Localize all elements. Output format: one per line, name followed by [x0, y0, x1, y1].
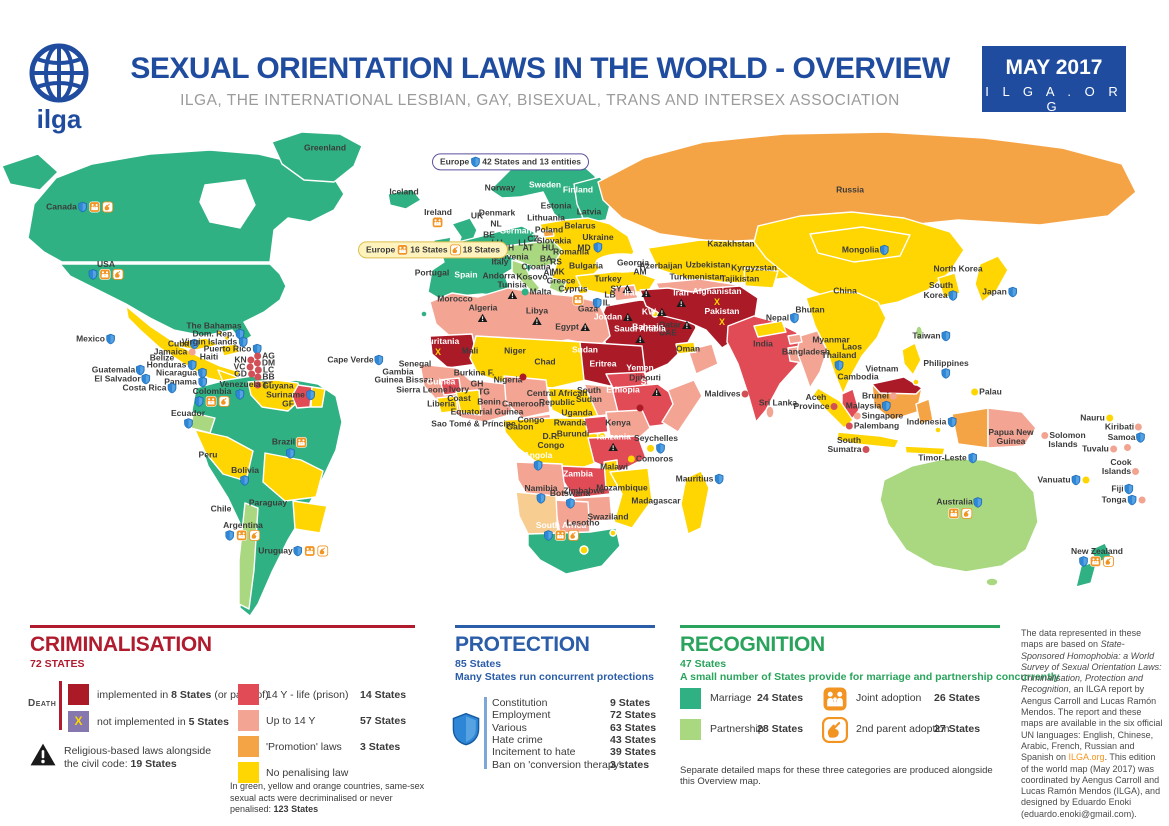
protection-title: PROTECTION [455, 633, 590, 656]
protection-item: Ban on 'conversion therapy' 3 states [492, 758, 650, 771]
criminalisation-title: CRIMINALISATION [30, 633, 212, 656]
protection-item: Employment 72 States [492, 709, 657, 722]
criminalisation-item-value: 57 States [360, 715, 407, 727]
protection-item: Constitution 9 States [492, 697, 651, 709]
recognition-rule [680, 625, 1000, 628]
criminalisation-note: In green, yellow and orange countries, s… [230, 781, 425, 814]
logo-wordmark: ilga [36, 104, 82, 134]
recognition-item-value: 24 States [757, 692, 804, 704]
swatch-salmon [238, 710, 259, 731]
globe-icon [28, 43, 90, 108]
recognition-item-label: Marriage [710, 692, 752, 704]
criminalisation-item-value: 3 States [360, 741, 401, 753]
protection-item: Incitement to hate 39 States [492, 746, 657, 759]
protection-rule [455, 625, 655, 628]
criminalisation-item-value: 14 States [360, 689, 407, 701]
criminalisation-rule [30, 625, 415, 628]
region-north-america [1, 131, 422, 407]
badge-url: I L G A . O R G [985, 84, 1123, 114]
protection-shield-icon [452, 712, 480, 746]
religious-note: Religious-based laws alongside the civil… [64, 745, 212, 770]
second-parent-adoption-icon [822, 717, 848, 743]
date-badge: MAY 2017 I L G A . O R G [982, 46, 1126, 114]
religious-warning-icon [30, 743, 56, 766]
protection-subtitle: Many States run concurrent protections [455, 671, 654, 683]
region-asia [726, 211, 1037, 456]
recognition-item-value: 26 States [934, 692, 981, 704]
swatch-yellow [238, 762, 259, 783]
recognition-item-value: 28 States [757, 723, 804, 735]
recognition-subtitle: A small number of States provide for mar… [680, 671, 1060, 683]
swatch-death-not-implemented: X [68, 711, 89, 732]
recognition-title: RECOGNITION [680, 633, 825, 656]
criminalisation-item-label: 14 Y - life (prison) [266, 689, 349, 701]
criminalisation-item-label: No penalising law [266, 767, 349, 779]
death-line [59, 681, 62, 730]
protection-item: Various 63 States [492, 721, 657, 734]
criminalisation-item-label: 'Promotion' laws [266, 741, 342, 753]
swatch-green [680, 688, 701, 709]
protection-states: 85 States [455, 658, 502, 670]
death-label: Death [28, 698, 57, 709]
joint-adoption-icon [822, 686, 848, 712]
swatch-red [238, 684, 259, 705]
ilga-logo: ilga [24, 42, 94, 134]
criminalisation-item-label: Up to 14 Y [266, 715, 316, 727]
recognition-note: Separate detailed maps for these three c… [680, 765, 993, 787]
recognition-item-label: 2nd parent adoption [856, 723, 950, 735]
swatch-orange [238, 736, 259, 757]
swatch-death-implemented [68, 684, 89, 705]
page-subtitle: ILGA, THE INTERNATIONAL LESBIAN, GAY, BI… [180, 92, 900, 109]
recognition-item-label: Joint adoption [856, 692, 922, 704]
recognition-states: 47 States [680, 658, 727, 670]
badge-date: MAY 2017 [1005, 56, 1103, 79]
world-map [0, 130, 1169, 626]
region-south-america [190, 375, 343, 617]
world-map-shapes [1, 131, 1137, 617]
credits-text: The data represented in these maps are b… [1021, 628, 1163, 819]
recognition-item-value: 27 States [934, 723, 981, 735]
swatch-lightgreen [680, 719, 701, 740]
protection-item: Hate crime 43 States [492, 733, 657, 746]
page-title: SEXUAL ORIENTATION LAWS IN THE WORLD - O… [130, 52, 950, 85]
protection-line [484, 697, 487, 769]
criminalisation-states: 72 STATES [30, 658, 85, 670]
recognition-item-label: Partnership [710, 723, 764, 735]
region-oceania [879, 457, 1112, 588]
death-not-implemented-text: not implemented in 5 States [97, 716, 229, 728]
